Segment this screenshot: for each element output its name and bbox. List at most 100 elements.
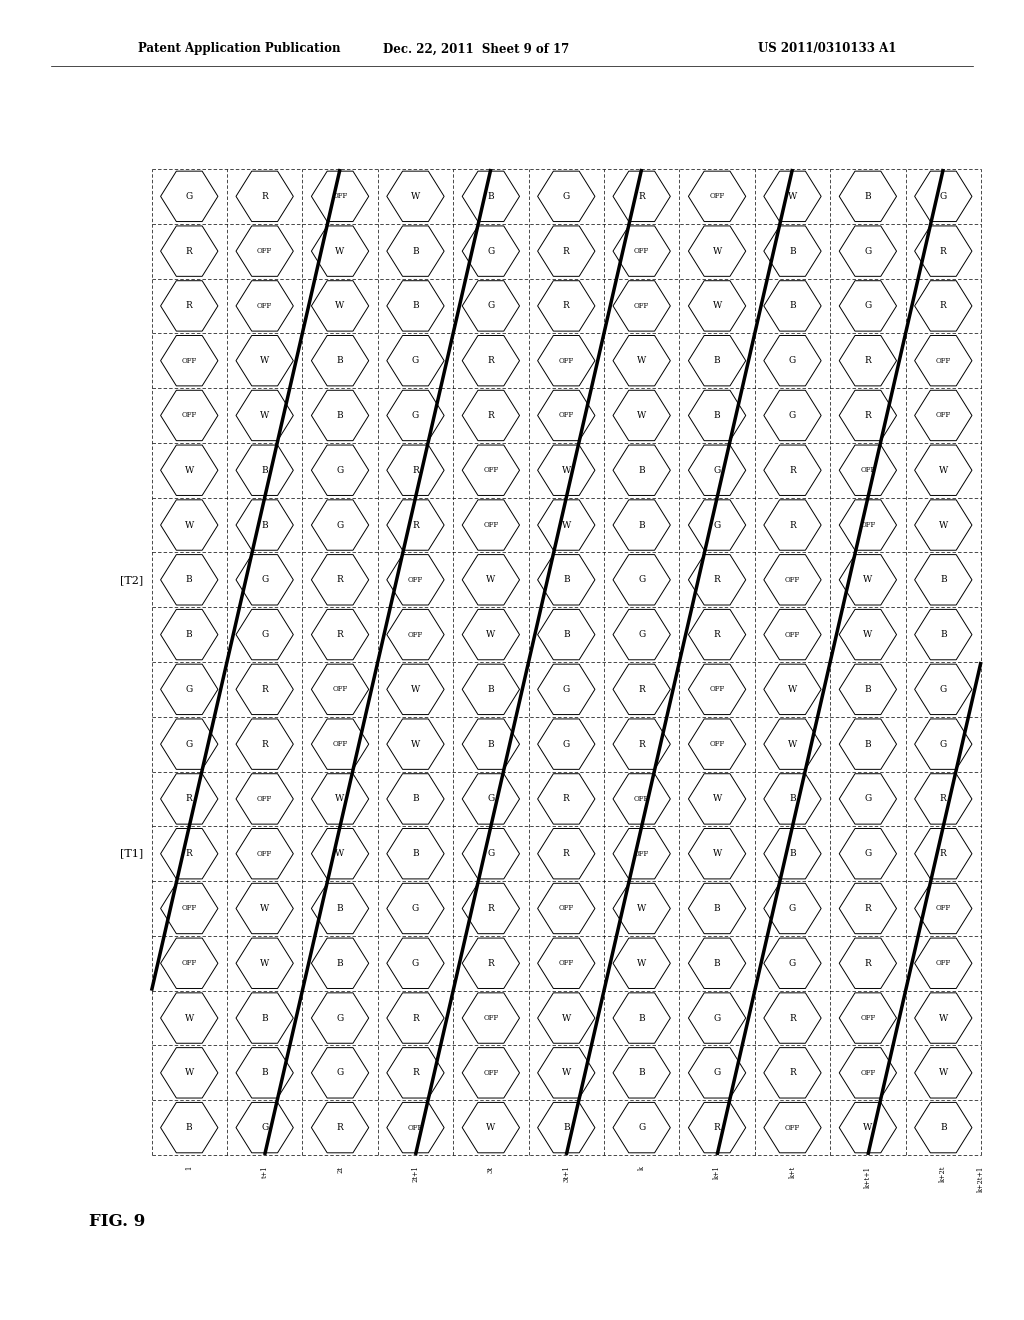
Text: OFF: OFF	[483, 1069, 499, 1077]
Text: W: W	[939, 1068, 948, 1077]
Text: k+t+1: k+t+1	[864, 1166, 871, 1188]
Text: B: B	[864, 739, 871, 748]
Text: B: B	[186, 630, 193, 639]
Text: W: W	[561, 466, 571, 475]
Text: W: W	[939, 466, 948, 475]
Text: W: W	[561, 520, 571, 529]
Text: B: B	[412, 247, 419, 256]
Text: OFF: OFF	[559, 356, 573, 364]
Text: OFF: OFF	[333, 193, 348, 201]
Text: B: B	[337, 904, 343, 913]
Text: W: W	[561, 1014, 571, 1023]
Text: OFF: OFF	[860, 1069, 876, 1077]
Text: B: B	[487, 739, 495, 748]
Text: G: G	[864, 301, 871, 310]
Text: R: R	[864, 411, 871, 420]
Text: R: R	[412, 466, 419, 475]
Text: G: G	[940, 685, 947, 694]
Text: k: k	[638, 1166, 646, 1170]
Text: B: B	[186, 1123, 193, 1133]
Text: OFF: OFF	[860, 521, 876, 529]
Text: B: B	[638, 466, 645, 475]
Text: R: R	[186, 301, 193, 310]
Text: G: G	[788, 904, 796, 913]
Text: R: R	[487, 411, 495, 420]
Text: OFF: OFF	[860, 1014, 876, 1022]
Text: OFF: OFF	[634, 302, 649, 310]
Text: R: R	[638, 191, 645, 201]
Text: [T1]: [T1]	[120, 849, 143, 859]
Text: B: B	[864, 685, 871, 694]
Text: B: B	[487, 685, 495, 694]
Text: Dec. 22, 2011  Sheet 9 of 17: Dec. 22, 2011 Sheet 9 of 17	[383, 42, 569, 55]
Text: FIG. 9: FIG. 9	[89, 1213, 145, 1229]
Text: R: R	[563, 795, 569, 804]
Text: R: R	[186, 795, 193, 804]
Text: G: G	[487, 301, 495, 310]
Text: B: B	[714, 904, 721, 913]
Text: W: W	[713, 795, 722, 804]
Text: OFF: OFF	[408, 1123, 423, 1131]
Text: B: B	[337, 411, 343, 420]
Text: G: G	[487, 849, 495, 858]
Text: G: G	[638, 1123, 645, 1133]
Text: 2t: 2t	[336, 1166, 344, 1172]
Text: OFF: OFF	[784, 576, 800, 583]
Text: B: B	[790, 247, 796, 256]
Text: US 2011/0310133 A1: US 2011/0310133 A1	[758, 42, 896, 55]
Text: W: W	[561, 1068, 571, 1077]
Text: B: B	[412, 849, 419, 858]
Text: W: W	[184, 1068, 194, 1077]
Text: G: G	[261, 576, 268, 585]
Text: B: B	[790, 301, 796, 310]
Text: R: R	[337, 1123, 343, 1133]
Text: k+2t+1: k+2t+1	[977, 1166, 985, 1192]
Text: B: B	[638, 520, 645, 529]
Text: OFF: OFF	[936, 412, 951, 420]
Text: OFF: OFF	[333, 741, 348, 748]
Text: OFF: OFF	[181, 412, 197, 420]
Text: W: W	[713, 849, 722, 858]
Text: k+1: k+1	[713, 1166, 721, 1179]
Text: W: W	[486, 1123, 496, 1133]
Text: k+2t: k+2t	[939, 1166, 947, 1183]
Text: OFF: OFF	[483, 466, 499, 474]
Text: G: G	[714, 466, 721, 475]
Text: R: R	[714, 576, 721, 585]
Text: OFF: OFF	[784, 631, 800, 639]
Text: B: B	[563, 630, 569, 639]
Text: OFF: OFF	[634, 850, 649, 858]
Text: OFF: OFF	[483, 521, 499, 529]
Text: G: G	[487, 247, 495, 256]
Text: G: G	[337, 520, 344, 529]
Text: B: B	[638, 1068, 645, 1077]
Text: R: R	[337, 576, 343, 585]
Text: OFF: OFF	[559, 412, 573, 420]
Text: W: W	[863, 576, 872, 585]
Text: OFF: OFF	[257, 247, 272, 255]
Text: W: W	[637, 904, 646, 913]
Text: B: B	[714, 356, 721, 366]
Text: R: R	[261, 191, 268, 201]
Text: R: R	[563, 301, 569, 310]
Text: R: R	[790, 1068, 796, 1077]
Text: R: R	[790, 1014, 796, 1023]
Text: OFF: OFF	[936, 904, 951, 912]
Text: G: G	[864, 795, 871, 804]
Text: R: R	[864, 904, 871, 913]
Text: B: B	[337, 356, 343, 366]
Text: G: G	[638, 630, 645, 639]
Text: 3t: 3t	[486, 1166, 495, 1172]
Text: W: W	[486, 576, 496, 585]
Text: W: W	[184, 466, 194, 475]
Text: R: R	[186, 849, 193, 858]
Text: W: W	[637, 958, 646, 968]
Text: B: B	[487, 191, 495, 201]
Text: W: W	[184, 1014, 194, 1023]
Text: OFF: OFF	[559, 960, 573, 968]
Text: W: W	[184, 520, 194, 529]
Text: OFF: OFF	[257, 302, 272, 310]
Text: W: W	[260, 958, 269, 968]
Text: OFF: OFF	[408, 631, 423, 639]
Text: OFF: OFF	[784, 1123, 800, 1131]
